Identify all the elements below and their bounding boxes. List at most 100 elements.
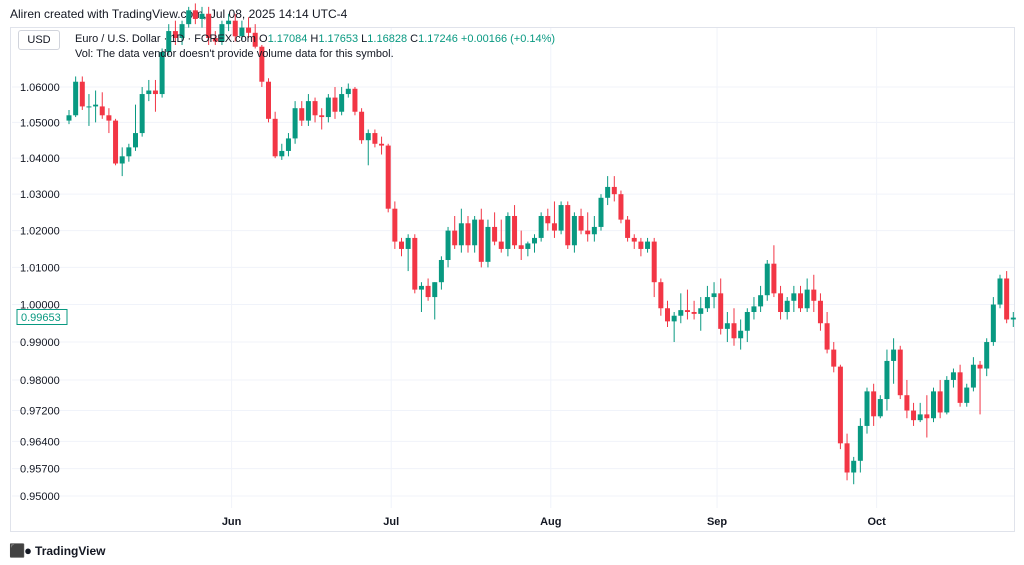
candle-down bbox=[631, 234, 637, 249]
candle-body bbox=[259, 46, 265, 82]
candle-body bbox=[438, 259, 444, 283]
candle-up bbox=[758, 285, 764, 312]
candles bbox=[66, 3, 1016, 485]
candle-body bbox=[532, 237, 537, 244]
candle-body bbox=[485, 226, 491, 262]
candle-body bbox=[339, 94, 345, 112]
candle-body bbox=[937, 391, 943, 413]
candle-body bbox=[418, 285, 424, 290]
candle-up bbox=[744, 308, 750, 343]
candle-down bbox=[837, 364, 843, 450]
candle-up bbox=[485, 219, 491, 268]
candle-down bbox=[492, 212, 498, 246]
candle-body bbox=[232, 20, 238, 37]
candle-body bbox=[79, 81, 85, 107]
candle-body bbox=[385, 145, 391, 209]
candle-body bbox=[565, 205, 571, 246]
candle-up bbox=[226, 13, 232, 32]
candle-body bbox=[352, 88, 358, 112]
open-value: 1.17084 bbox=[267, 33, 308, 45]
candle-up bbox=[1010, 311, 1016, 327]
candle-body bbox=[791, 293, 797, 301]
candle-up bbox=[997, 274, 1003, 309]
candle-body bbox=[492, 226, 498, 242]
candle-up bbox=[292, 101, 298, 144]
y-tick-label: 1.06000 bbox=[20, 82, 60, 94]
candle-body bbox=[412, 237, 418, 290]
candle-down bbox=[731, 308, 737, 346]
candle-up bbox=[724, 311, 730, 343]
candle-body bbox=[837, 366, 843, 444]
candle-body bbox=[478, 219, 484, 262]
candle-body bbox=[139, 94, 145, 134]
symbol-name[interactable]: Euro / U.S. Dollar · 1D · FOREX.com bbox=[75, 33, 256, 45]
y-tick-label: 0.95700 bbox=[20, 464, 60, 476]
candle-up bbox=[605, 176, 611, 206]
candle-body bbox=[299, 108, 305, 121]
candle-body bbox=[372, 133, 378, 144]
candle-up bbox=[891, 338, 897, 384]
tradingview-logo[interactable]: ⬛● TradingView bbox=[9, 543, 106, 559]
candle-down bbox=[379, 136, 385, 155]
close-label: C bbox=[410, 33, 419, 45]
candle-up bbox=[851, 456, 857, 485]
candle-body bbox=[392, 208, 398, 242]
candle-down bbox=[392, 201, 398, 249]
price-axis: 1.06000 1.05000 1.04000 1.03000 1.02000 1.010… bbox=[20, 82, 60, 503]
candle-down bbox=[871, 383, 877, 426]
candle-body bbox=[518, 245, 524, 249]
candle-up bbox=[990, 297, 996, 346]
y-tick-label: 0.96400 bbox=[20, 436, 60, 448]
candle-down bbox=[232, 13, 238, 42]
candle-down bbox=[651, 237, 657, 298]
candle-body bbox=[744, 311, 750, 331]
candle-body bbox=[319, 115, 325, 118]
candle-body bbox=[857, 425, 863, 461]
candle-body bbox=[86, 106, 92, 108]
currency-button[interactable]: USD bbox=[18, 30, 60, 50]
candle-body bbox=[126, 147, 132, 157]
candle-body bbox=[212, 38, 218, 42]
candle-up bbox=[305, 94, 311, 126]
candle-body bbox=[964, 387, 970, 403]
candle-down bbox=[452, 215, 458, 249]
candle-body bbox=[625, 219, 631, 238]
candle-body bbox=[119, 156, 125, 164]
candle-body bbox=[665, 308, 670, 322]
candle-up bbox=[219, 20, 225, 45]
candle-up bbox=[591, 215, 597, 242]
candle-body bbox=[877, 399, 883, 417]
candle-up bbox=[126, 143, 132, 162]
candle-down bbox=[658, 278, 664, 316]
candle-down bbox=[771, 245, 777, 298]
high-value: 1.17653 bbox=[318, 33, 359, 45]
candle-body bbox=[591, 226, 597, 235]
y-tick-label: 1.03000 bbox=[20, 189, 60, 201]
candle-body bbox=[957, 372, 963, 403]
candle-down bbox=[585, 212, 591, 242]
candle-body bbox=[738, 330, 744, 339]
candle-down bbox=[665, 300, 670, 327]
candle-body bbox=[578, 215, 584, 231]
candle-body bbox=[472, 219, 478, 246]
candle-body bbox=[93, 104, 99, 107]
candle-body bbox=[645, 241, 651, 249]
candle-body bbox=[758, 295, 764, 307]
candle-down bbox=[937, 379, 943, 419]
candle-body bbox=[704, 297, 710, 309]
y-tick-label: 0.99000 bbox=[20, 337, 60, 349]
candle-body bbox=[618, 194, 624, 220]
candle-up bbox=[964, 383, 970, 407]
candle-body bbox=[844, 443, 850, 473]
candle-up bbox=[678, 293, 684, 324]
candle-body bbox=[558, 205, 564, 231]
candle-down bbox=[618, 190, 624, 224]
candle-down bbox=[545, 208, 551, 231]
candle-down bbox=[106, 108, 112, 134]
candle-up bbox=[86, 94, 92, 126]
candle-up bbox=[133, 104, 138, 151]
candle-body bbox=[66, 115, 72, 121]
low-value: 1.16828 bbox=[367, 33, 408, 45]
candle-down bbox=[691, 300, 697, 320]
